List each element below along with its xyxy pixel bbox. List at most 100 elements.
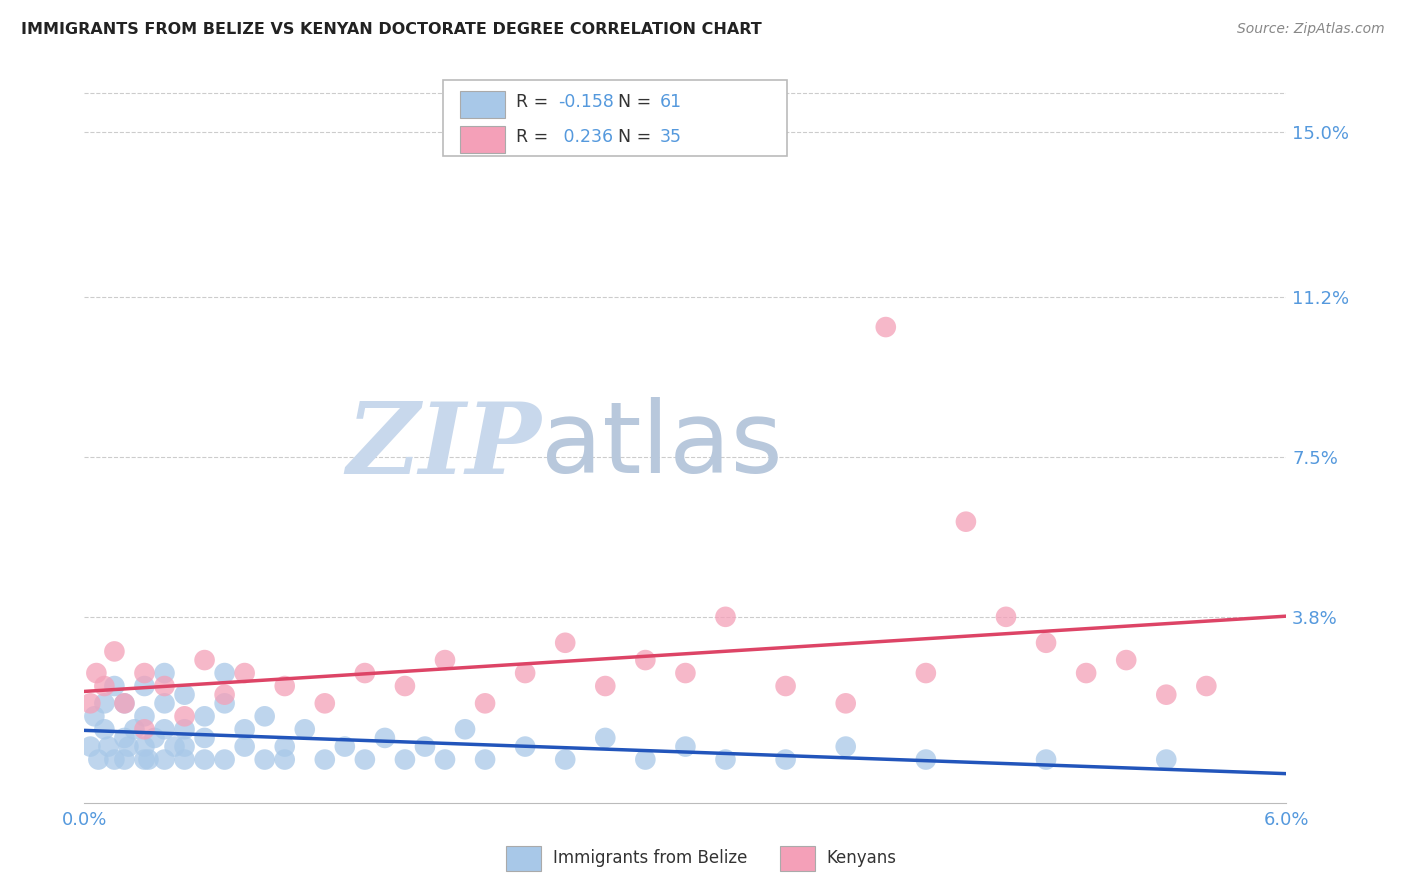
Point (675, 739, 697, 754)
Point (134, 666, 156, 681)
Point (1115, 653, 1137, 667)
Point (124, 723, 146, 737)
Point (163, 739, 186, 754)
Point (394, 753, 416, 767)
Point (134, 679, 156, 693)
Point (434, 653, 457, 667)
Point (153, 723, 176, 737)
Point (173, 739, 195, 754)
Point (515, 666, 537, 681)
Point (214, 688, 236, 702)
Text: R =: R = (516, 93, 554, 111)
Point (138, 753, 160, 767)
Point (413, 739, 436, 754)
Point (253, 709, 276, 723)
Point (194, 709, 217, 723)
Point (274, 679, 297, 693)
Point (214, 753, 236, 767)
Point (274, 739, 297, 754)
Point (314, 753, 336, 767)
Point (253, 753, 276, 767)
Point (173, 688, 195, 702)
Point (995, 610, 1018, 624)
Point (83, 709, 105, 723)
Point (434, 753, 457, 767)
Text: atlas: atlas (541, 398, 783, 494)
Point (173, 709, 195, 723)
Point (134, 709, 156, 723)
Point (714, 753, 737, 767)
Point (214, 696, 236, 710)
Point (1156, 688, 1178, 702)
Point (114, 696, 135, 710)
Point (835, 739, 858, 754)
Point (775, 753, 797, 767)
Text: N =: N = (607, 128, 657, 146)
Point (93, 679, 115, 693)
Point (153, 753, 176, 767)
Point (374, 731, 396, 745)
Text: 0.236: 0.236 (558, 128, 613, 146)
Point (474, 696, 496, 710)
Point (1195, 679, 1218, 693)
Point (595, 731, 617, 745)
Text: R =: R = (516, 128, 554, 146)
Point (515, 739, 537, 754)
Point (634, 653, 657, 667)
Point (474, 753, 496, 767)
Point (875, 320, 897, 334)
Point (194, 731, 217, 745)
Point (114, 696, 135, 710)
Point (153, 666, 176, 681)
Point (79, 739, 101, 754)
Point (915, 753, 938, 767)
Point (274, 753, 297, 767)
Point (93, 723, 115, 737)
Point (153, 679, 176, 693)
Point (294, 723, 316, 737)
Point (354, 753, 377, 767)
Point (554, 753, 576, 767)
Point (634, 753, 657, 767)
Point (1156, 753, 1178, 767)
Point (86, 666, 108, 681)
Point (194, 753, 217, 767)
Point (333, 739, 356, 754)
Text: ZIP: ZIP (346, 398, 541, 494)
Point (97, 739, 120, 754)
Point (114, 753, 135, 767)
Point (87, 753, 110, 767)
Text: N =: N = (607, 93, 657, 111)
Point (1035, 636, 1057, 650)
Point (675, 666, 697, 681)
Point (134, 739, 156, 754)
Point (595, 679, 617, 693)
Point (114, 731, 135, 745)
Point (194, 653, 217, 667)
Text: IMMIGRANTS FROM BELIZE VS KENYAN DOCTORATE DEGREE CORRELATION CHART: IMMIGRANTS FROM BELIZE VS KENYAN DOCTORA… (21, 22, 762, 37)
Point (173, 753, 195, 767)
Point (134, 723, 156, 737)
Point (214, 666, 236, 681)
Point (714, 610, 737, 624)
Point (233, 666, 256, 681)
Point (117, 739, 139, 754)
Text: 61: 61 (659, 93, 682, 111)
Point (143, 731, 166, 745)
Point (955, 515, 977, 529)
Point (134, 753, 156, 767)
Point (103, 679, 125, 693)
Point (233, 739, 256, 754)
Point (103, 644, 125, 658)
Point (354, 666, 377, 681)
Point (454, 723, 477, 737)
Point (835, 696, 858, 710)
Point (153, 696, 176, 710)
Point (394, 679, 416, 693)
Point (1035, 753, 1057, 767)
Text: -0.158: -0.158 (558, 93, 614, 111)
Text: Immigrants from Belize: Immigrants from Belize (553, 849, 747, 867)
Point (233, 723, 256, 737)
Point (314, 696, 336, 710)
Text: Source: ZipAtlas.com: Source: ZipAtlas.com (1237, 22, 1385, 37)
